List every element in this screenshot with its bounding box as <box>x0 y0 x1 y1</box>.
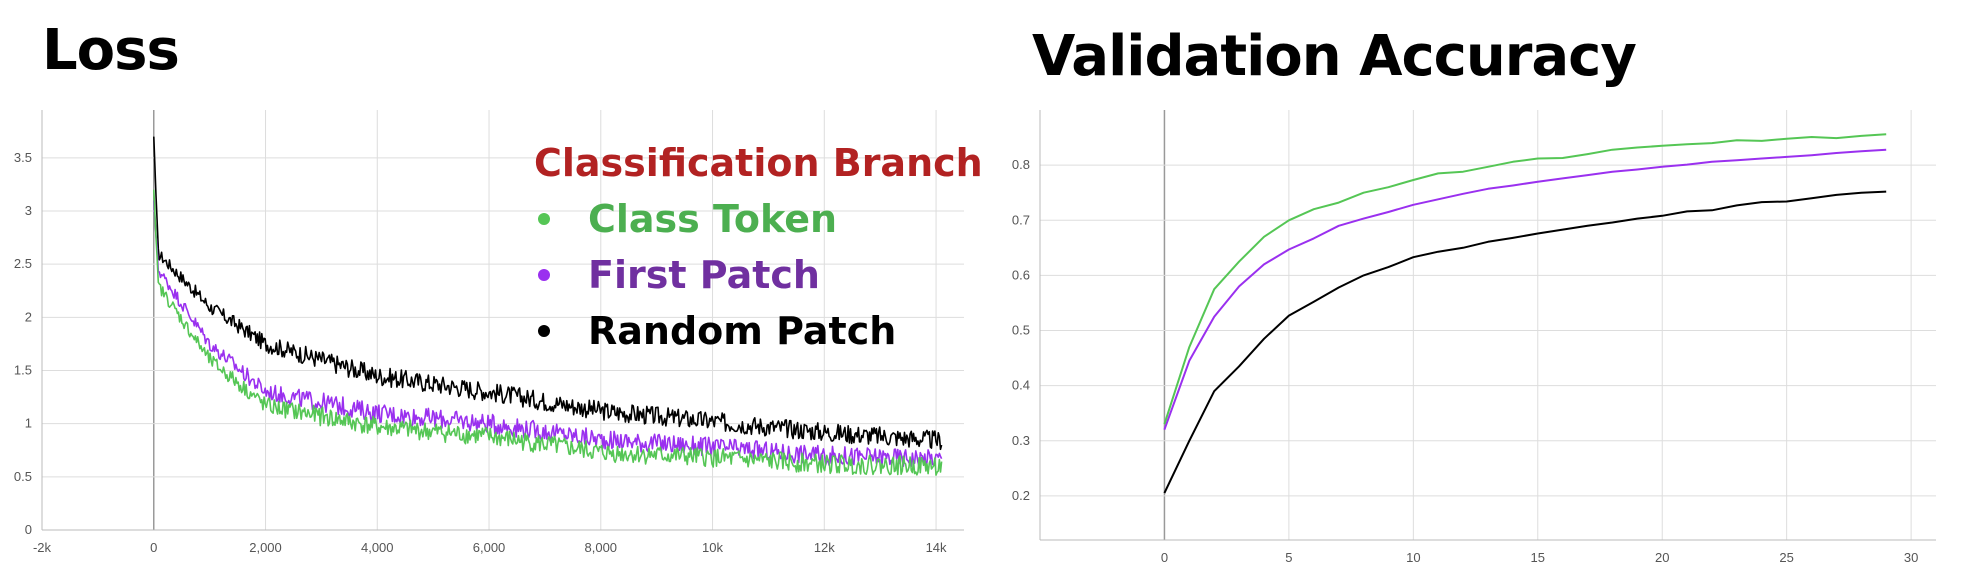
legend-label-random-patch: Random Patch <box>588 309 896 353</box>
loss-chart: -2k 0 2,000 4,000 6,000 8,000 10k 12k 14k00.511.… <box>14 110 983 555</box>
accuracy-y-tick-label: 0.7 <box>1012 212 1030 227</box>
loss-y-tick-label: 0 <box>25 522 32 537</box>
loss-x-tick-label: 2,000 <box>249 540 282 555</box>
loss-x-tick-label: 4,000 <box>361 540 394 555</box>
legend-title: Classification Branch <box>534 141 983 185</box>
accuracy-panel: Validation Accuracy 0 5 10 15 20 25 30 0.2 0.3 0.… <box>990 0 1986 580</box>
accuracy-y-tick-label: 0.8 <box>1012 157 1030 172</box>
accuracy-title: Validation Accuracy <box>1032 24 1637 89</box>
loss-y-tick-label: 0.5 <box>14 469 32 484</box>
loss-y-tick-label: 2.5 <box>14 256 32 271</box>
loss-y-tick-label: 3.5 <box>14 150 32 165</box>
loss-legend: Classification Branch Class Token First Pa… <box>534 141 983 353</box>
legend-marker-class-token <box>538 213 550 225</box>
loss-x-tick-label: 14k <box>926 540 947 555</box>
accuracy-y-tick-label: 0.4 <box>1012 378 1030 393</box>
accuracy-x-tick-label: 30 <box>1904 550 1918 565</box>
loss-panel: Loss -2k 0 2,000 4,000 6,000 8,000 10k 12k 14k 0 0… <box>0 0 990 580</box>
legend-label-class-token: Class Token <box>588 197 837 241</box>
legend-marker-first-patch <box>538 269 550 281</box>
loss-series-first-patch <box>153 200 943 469</box>
accuracy-x-tick-label: 15 <box>1531 550 1545 565</box>
loss-y-tick-label: 3 <box>25 203 32 218</box>
accuracy-series-first-patch <box>1163 148 1887 431</box>
accuracy-chart: 0 5 10 15 20 25 30 0.2 0.3 0.4 0.5 0.6 0.7 0.8 <box>1012 110 1936 565</box>
accuracy-y-tick-label: 0.3 <box>1012 433 1030 448</box>
accuracy-y-tick-label: 0.5 <box>1012 323 1030 338</box>
legend-marker-random-patch <box>538 325 550 337</box>
loss-title: Loss <box>42 18 180 83</box>
loss-series-random-patch <box>153 136 943 451</box>
loss-y-tick-label: 1.5 <box>14 363 32 378</box>
legend-label-first-patch: First Patch <box>588 253 820 297</box>
loss-y-tick-label: 2 <box>25 309 32 324</box>
accuracy-series-random-patch <box>1163 190 1887 494</box>
loss-x-tick-label: 6,000 <box>473 540 506 555</box>
accuracy-y-tick-label: 0.6 <box>1012 267 1030 282</box>
accuracy-grid: 0 5 10 15 20 25 30 0.2 0.3 0.4 0.5 0.6 0.7 0.8 <box>1012 110 1936 565</box>
loss-x-tick-label: 10k <box>702 540 723 555</box>
accuracy-x-tick-label: 25 <box>1779 550 1793 565</box>
accuracy-x-tick-label: 20 <box>1655 550 1669 565</box>
accuracy-x-tick-label: 5 <box>1285 550 1292 565</box>
loss-series-class-token <box>153 189 943 476</box>
accuracy-x-tick-label: 10 <box>1406 550 1420 565</box>
loss-x-tick-label: -2k <box>33 540 52 555</box>
accuracy-y-tick-label: 0.2 <box>1012 488 1030 503</box>
loss-y-tick-label: 1 <box>25 416 32 431</box>
accuracy-series-class-token <box>1163 133 1887 425</box>
loss-x-tick-label: 12k <box>814 540 835 555</box>
accuracy-x-tick-label: 0 <box>1161 550 1168 565</box>
loss-x-tick-label: 8,000 <box>585 540 618 555</box>
loss-x-tick-label: 0 <box>150 540 157 555</box>
